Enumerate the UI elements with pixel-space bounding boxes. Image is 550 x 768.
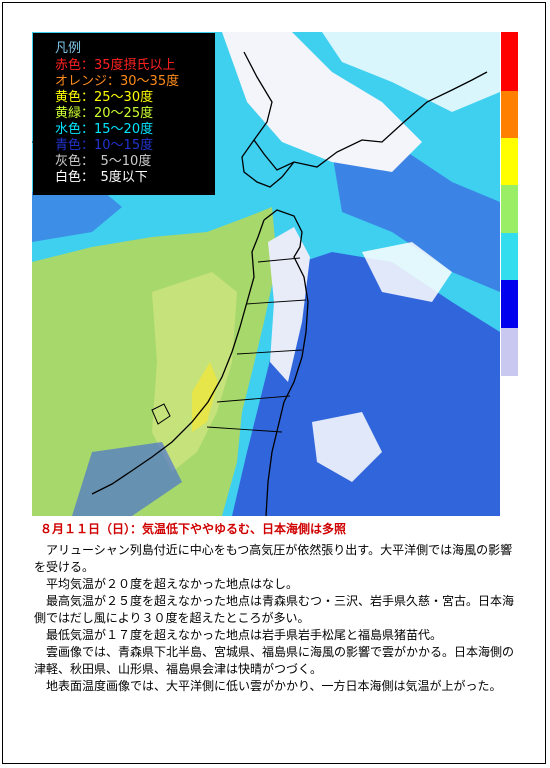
color-scale-lightblue [501, 233, 518, 280]
coastline-hokkaido-south [241, 139, 295, 188]
paragraph-2: 平均気温が２０度を超えなかった地点はなし。 [46, 577, 299, 591]
paragraph-4: 最低気温が１７度を超えなかった地点は岩手県岩手松尾と福島県猪苗代。 [46, 628, 443, 642]
temperature-map [32, 32, 500, 516]
legend: 凡例 赤色：35度摂氏以上 オレンジ：30～35度 黄色：25～30度 黄緑：2… [33, 33, 215, 195]
legend-item-gray: 灰色： 5～10度 [55, 154, 152, 169]
sado-island [151, 403, 171, 425]
color-scale-yellowgreen [501, 185, 518, 233]
color-scale-yellow [501, 138, 518, 185]
legend-item-lightblue: 水色：15～20度 [55, 122, 154, 137]
cold-cloud-patch [332, 142, 500, 292]
cold-cloud-south [72, 442, 182, 516]
legend-item-yellow: 黄色：25～30度 [55, 90, 154, 105]
color-scale-orange [501, 91, 518, 138]
coastline-honshu-west [91, 219, 265, 495]
cold-cloud-west [32, 182, 122, 242]
low-cloud-east [362, 242, 452, 302]
paragraph-6: 地表面温度画像では、大平洋側に低い雲がかかり、一方日本海側は気温が上がった。 [46, 679, 502, 693]
color-scale-bar [501, 32, 518, 376]
coastline-hokkaido [243, 51, 488, 171]
map-svg [32, 32, 500, 516]
headline: ８月１１日（日）：気温低下ややゆるむ、日本海側は多照 [40, 522, 347, 536]
paragraph-3: 最高気温が２５度を超えなかった地点は青森県むつ・三沢、岩手県久慈・宮古。日本海側… [34, 594, 515, 625]
legend-item-orange: オレンジ：30～35度 [55, 74, 180, 89]
low-cloud-top [322, 32, 500, 112]
color-scale-blue [501, 280, 518, 328]
legend-item-yellowgreen: 黄緑：20～25度 [55, 106, 154, 121]
prefecture-borders [206, 257, 307, 433]
low-cloud-northeast [268, 227, 310, 382]
legend-title: 凡例 [55, 41, 82, 56]
low-cloud-miyagi [312, 412, 382, 482]
paragraph-1: アリューシャン列島付近に中心をもつ高気圧が依然張り出す。大平洋側では海風の影響を… [34, 543, 513, 574]
legend-item-white: 白色： 5度以下 [55, 170, 148, 185]
color-scale-gray [501, 328, 518, 376]
description-text: ８月１１日（日）：気温低下ややゆるむ、日本海側は多照 アリューシャン列島付近に中… [34, 521, 514, 695]
low-cloud-hokkaido [222, 32, 422, 172]
legend-item-blue: 青色：10～15度 [55, 138, 154, 153]
color-scale-red [501, 32, 518, 91]
warm-land-area [152, 272, 237, 472]
coastline-honshu-east [263, 209, 309, 516]
cold-cloud-area [232, 252, 500, 516]
paragraph-5: 雲画像では、青森県下北半島、宮城県、福島県に海風の影響で雲がかかる。日本海側の津… [34, 645, 515, 676]
legend-item-red: 赤色：35度摂氏以上 [55, 58, 176, 73]
